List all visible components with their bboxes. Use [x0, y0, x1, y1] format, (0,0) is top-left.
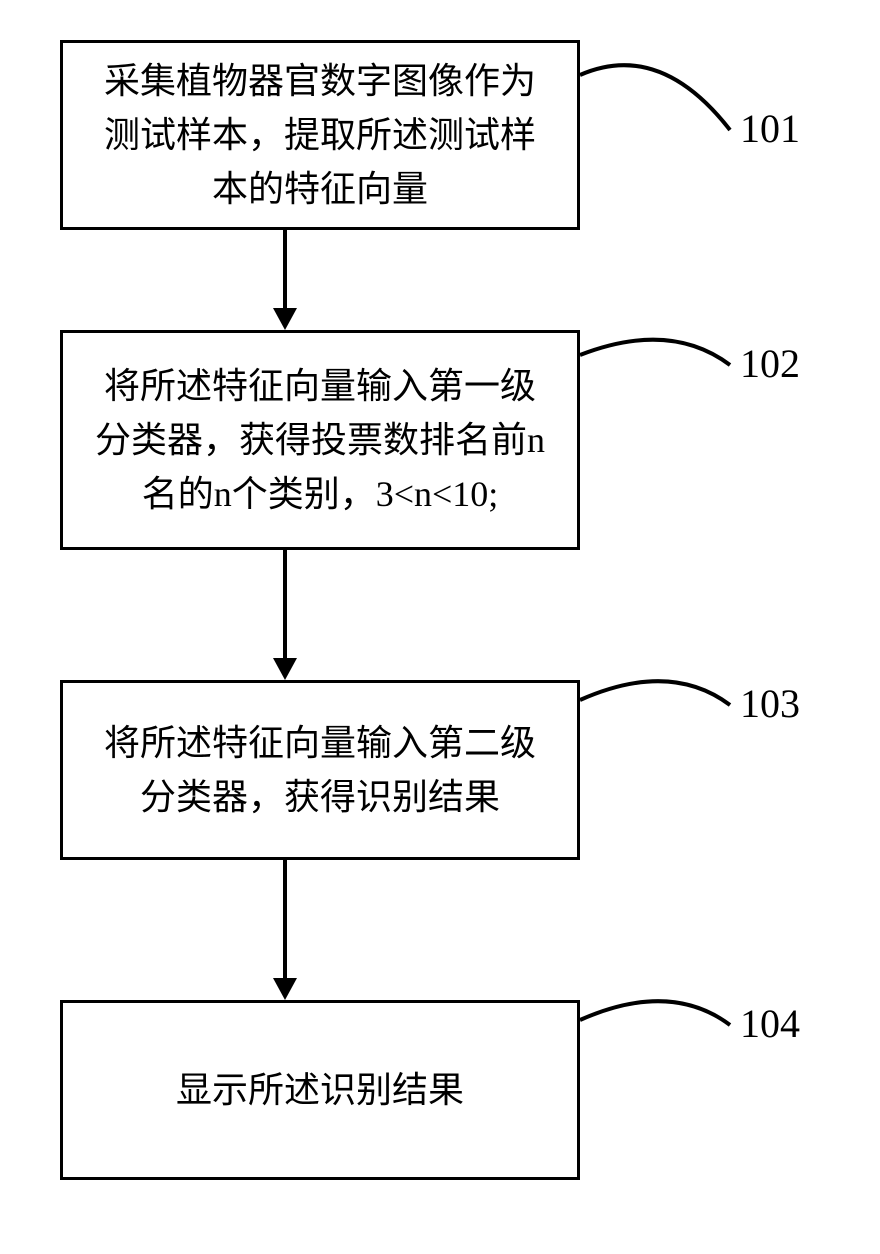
flow-node-4-text: 显示所述识别结果 [176, 1063, 464, 1117]
connector-4 [0, 0, 880, 1060]
flow-label-4: 104 [740, 1000, 800, 1047]
flowchart-container: 采集植物器官数字图像作为测试样本，提取所述测试样本的特征向量 101 将所述特征… [0, 0, 880, 1254]
